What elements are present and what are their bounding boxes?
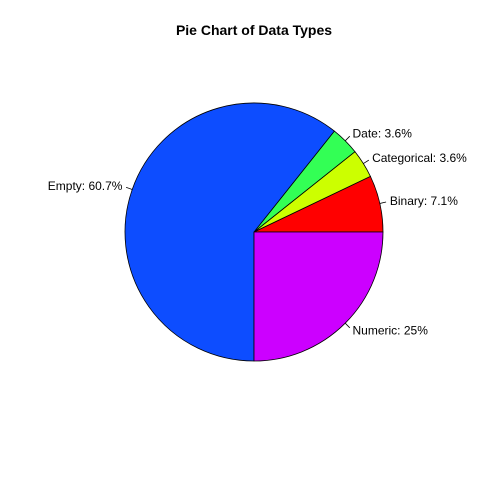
pie-slice (124, 102, 335, 362)
pie-slice-label: Empty: 60.7% (48, 179, 123, 193)
pie-leader-line (379, 201, 387, 204)
chart-title: Pie Chart of Data Types (176, 22, 332, 38)
pie-leader-line (344, 322, 351, 329)
pie-leader-line (344, 135, 351, 142)
pie-slice-label: Categorical: 3.6% (372, 151, 467, 165)
pie-slice-label: Numeric: 25% (353, 324, 429, 338)
pie-leader-line (125, 186, 133, 190)
pie-slice-label: Date: 3.6% (353, 126, 413, 140)
pie-leader-line (363, 159, 370, 164)
pie-slice (253, 231, 384, 362)
pie-slices (124, 102, 384, 362)
pie-slice-label: Binary: 7.1% (390, 194, 458, 208)
pie-labels: Binary: 7.1% Categorical: 3.6% Date: 3.6% E… (48, 126, 467, 337)
